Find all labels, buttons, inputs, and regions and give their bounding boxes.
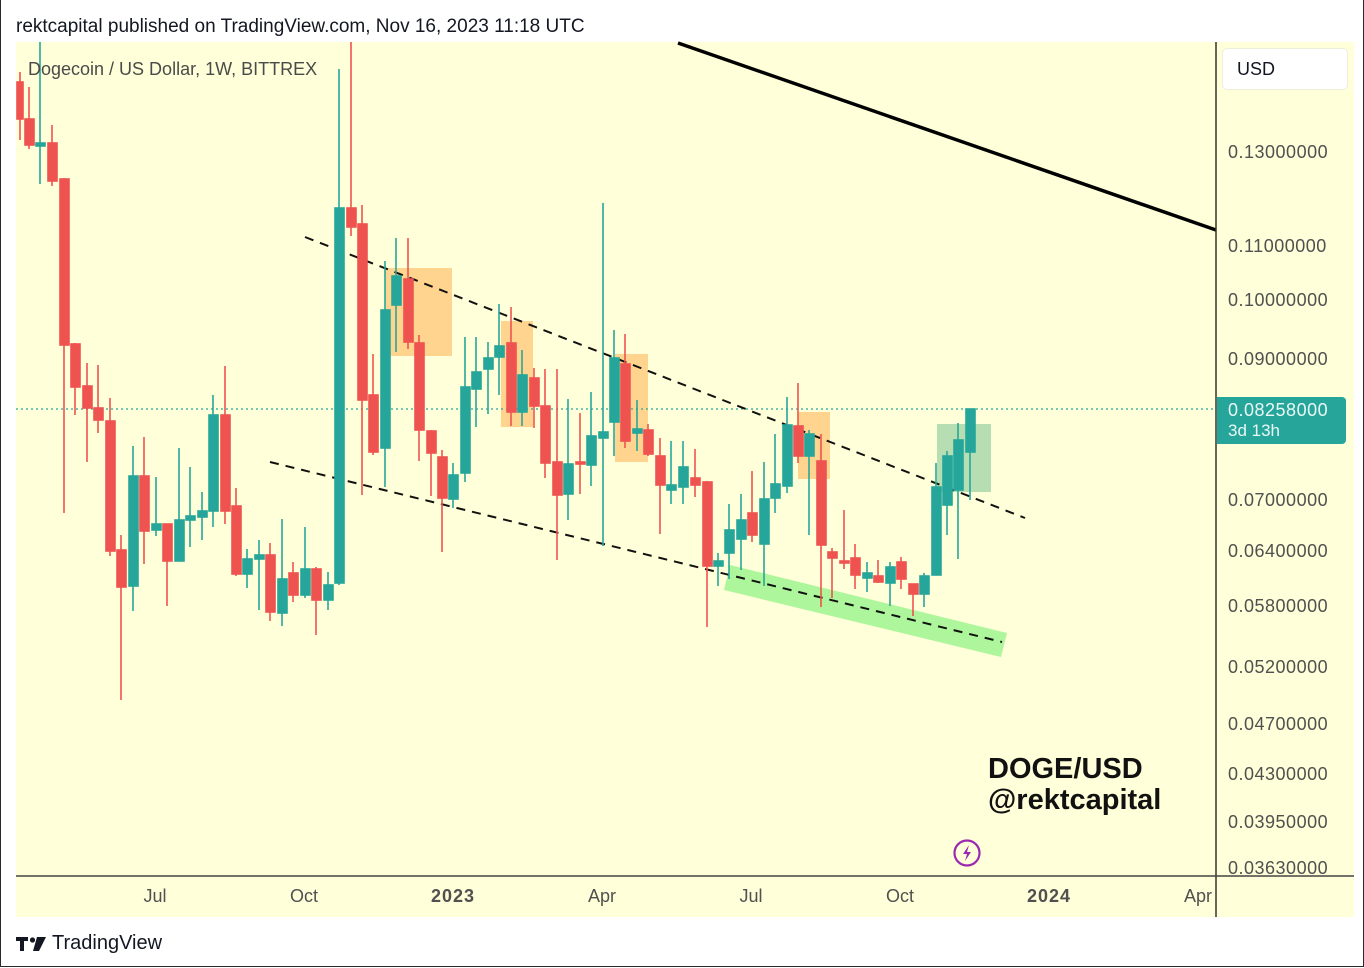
orange-box-2 — [501, 321, 533, 427]
last-price-tag: 0.08258000 3d 13h — [1217, 397, 1346, 444]
x-axis-label: Oct — [885, 886, 914, 906]
y-axis-label: 0.10000000 — [1228, 290, 1329, 310]
y-axis-label: 0.06400000 — [1228, 541, 1329, 561]
x-axis-label: 2024 — [1026, 886, 1072, 906]
tradingview-brand[interactable]: TradingView — [52, 932, 163, 954]
y-axis-label: 0.04700000 — [1228, 714, 1329, 734]
x-axis-label: Jul — [143, 886, 167, 906]
macro-downtrend-line[interactable] — [677, 41, 1217, 232]
x-axis-label: Apr — [1183, 886, 1212, 906]
orange-box-3 — [615, 354, 648, 462]
y-axis-label: 0.03950000 — [1228, 812, 1329, 832]
chart-watermark: DOGE/USD @rektcapital — [988, 754, 1161, 816]
upper-channel-line[interactable] — [304, 236, 1026, 519]
y-axis-label: 0.13000000 — [1228, 142, 1329, 162]
green-support-band — [724, 565, 1007, 657]
y-axis-label: 0.11000000 — [1228, 236, 1327, 256]
x-axis-label: Jul — [739, 886, 763, 906]
lower-channel-line[interactable] — [269, 461, 1003, 643]
y-axis-label: 0.03630000 — [1228, 858, 1329, 878]
x-axis-label: 2023 — [430, 886, 476, 906]
x-axis-label: Oct — [289, 886, 318, 906]
watermark-pair: DOGE/USD — [988, 753, 1143, 785]
candles — [16, 42, 976, 700]
y-axis-label: 0.05200000 — [1228, 657, 1329, 677]
y-axis-label: 0.09000000 — [1228, 349, 1329, 369]
symbol-title[interactable]: Dogecoin / US Dollar, 1W, BITTREX — [28, 59, 318, 79]
watermark-handle: @rektcapital — [988, 784, 1162, 816]
y-axis-label: 0.07000000 — [1228, 490, 1329, 510]
lightning-bolt-icon[interactable] — [953, 839, 981, 867]
x-axis-label: Apr — [587, 886, 616, 906]
currency-button[interactable]: USD — [1222, 48, 1348, 90]
tradingview-logo-icon[interactable] — [16, 936, 48, 952]
currency-label: USD — [1237, 59, 1276, 79]
candle-countdown: 3d 13h — [1228, 421, 1280, 440]
publisher-line: rektcapital published on TradingView.com… — [16, 16, 585, 37]
last-price-value: 0.08258000 — [1228, 400, 1329, 420]
y-axis-label: 0.04300000 — [1228, 764, 1329, 784]
y-axis-label: 0.05800000 — [1228, 596, 1329, 616]
